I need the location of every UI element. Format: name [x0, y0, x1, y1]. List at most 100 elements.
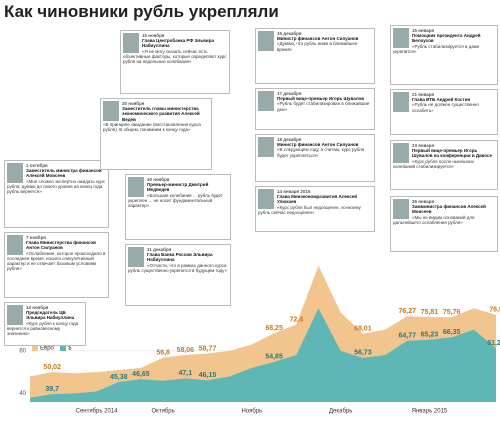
card-speaker: Замминистра финансов Алексей Моисеев — [412, 204, 486, 215]
card-quote: «Курс рубля к концу года вернется к равн… — [7, 320, 79, 337]
quote-card: 15 декабря Министр финансов Антон Силуано… — [255, 28, 375, 84]
quote-card: 13 ноября Председатель ЦБ Эльвира Набиулл… — [4, 302, 86, 346]
y-tick-label: 60 — [19, 348, 26, 354]
card-speaker: Министр финансов Антон Силуанов — [277, 36, 359, 42]
card-quote: «Мы не видим оснований для дальнейшего о… — [393, 214, 475, 225]
photo — [258, 31, 274, 51]
quote-card: 1 октября Заместитель министра финансов А… — [4, 160, 109, 228]
card-speaker: Заместитель главы министерства экономиче… — [122, 106, 200, 122]
card-date: 1 октября — [26, 163, 48, 168]
photo — [123, 33, 139, 53]
quote-card: 7 ноября Глава Министерства финансов Анто… — [4, 232, 109, 298]
x-tick-label: Октябрь — [152, 409, 175, 415]
card-quote: «Ослабление, которое происходило в после… — [7, 250, 106, 272]
card-quote: «Я не могу сказать сейчас есть объективн… — [123, 48, 227, 65]
card-date: 23 января — [412, 143, 435, 148]
photo — [258, 91, 274, 111]
card-quote: «Курс рубля после нынешних колебаний ста… — [393, 158, 474, 169]
photo — [7, 235, 23, 255]
quote-card: 11 декабря Глава Банка России Эльвира Наб… — [125, 244, 231, 306]
card-speaker: Глава Банка России Эльвира Набиуллина — [147, 252, 213, 263]
card-quote: «В следующем году, я считаю, курс рубля … — [277, 147, 365, 158]
quote-card: 15 ноября Глава Центробанка РФ Эльвира На… — [120, 30, 230, 94]
photo — [393, 143, 409, 163]
value-label: 66,35 — [443, 329, 461, 336]
value-label: 76,9 — [489, 307, 500, 314]
quote-card: 17 декабря Первый вице-премьер Игорь Шува… — [255, 88, 375, 130]
card-speaker: Министр финансов Антон Силуанов — [277, 142, 359, 148]
card-speaker: Помощник президента Андрей Белоусов — [412, 33, 481, 44]
y-tick-label: 40 — [19, 391, 26, 397]
card-speaker: Первый вице-премьер Игорь Шувалов на кон… — [412, 148, 492, 159]
card-speaker: Глава Центробанка РФ Эльвира Набиуллина — [142, 38, 214, 49]
card-date: 17 декабря — [277, 91, 302, 96]
photo — [393, 28, 409, 48]
photo — [7, 305, 23, 325]
quote-card: 26 января Замминистра финансов Алексей Мо… — [390, 196, 498, 252]
value-label: 39,7 — [45, 386, 59, 393]
card-date: 15 ноября — [142, 33, 165, 38]
quote-card: 21 января Глава ВТБ Андрей Костин «Рубль н… — [390, 89, 498, 135]
quote-card: 18 декабря Министр финансов Антон Силуано… — [255, 134, 375, 182]
photo — [258, 137, 274, 157]
card-date: 11 декабря — [147, 247, 172, 252]
value-label: 68,25 — [265, 325, 283, 332]
card-date: 30 ноября — [147, 177, 170, 182]
card-speaker: Премьер-министр Дмитрий Медведев — [147, 182, 209, 193]
value-label: 75,81 — [421, 309, 439, 316]
quote-card: 15 января Помощник президента Андрей Бело… — [390, 25, 498, 85]
card-date: 26 января — [412, 199, 435, 204]
card-speaker: Глава ВТБ Андрей Костин — [412, 97, 471, 103]
card-quote: «Отчасти, что в рамках данного курса руб… — [128, 262, 227, 273]
photo — [103, 101, 119, 121]
quote-card: 23 января Первый вице-премьер Игорь Шувал… — [390, 140, 498, 190]
photo — [393, 199, 409, 219]
value-label: 58,77 — [199, 345, 217, 352]
card-date: 21 января — [412, 92, 435, 97]
card-date: 7 ноября — [26, 235, 46, 240]
photo — [7, 163, 23, 183]
card-speaker: Глава Минэкономразвития Алексей Улюкаев — [277, 194, 357, 205]
photo — [258, 189, 274, 209]
card-quote: «Большие колебания ... рубль будет укреп… — [128, 192, 223, 209]
card-date: 14 января 2015 — [277, 189, 311, 194]
legend-swatch — [60, 345, 66, 351]
card-date: 15 декабря — [277, 31, 302, 36]
quote-card: 14 января 2015 Глава Минэкономразвития Ал… — [255, 186, 375, 232]
legend-label: Евро — [40, 346, 55, 352]
card-date: 20 ноября — [122, 101, 145, 106]
x-tick-label: Январь 2015 — [412, 409, 448, 415]
photo — [393, 92, 409, 112]
legend-label: $ — [68, 346, 72, 352]
value-label: 72,4 — [289, 316, 303, 323]
x-tick-label: Декабрь — [329, 409, 352, 415]
card-speaker: Заместитель министра финансов Алексей Мо… — [26, 168, 102, 179]
x-tick-label: Ноябрь — [241, 409, 262, 415]
value-label: 56,73 — [354, 350, 372, 357]
value-label: 61,22 — [487, 340, 500, 347]
area — [30, 308, 496, 402]
value-label: 54,85 — [265, 354, 283, 361]
card-quote: «Курс рубля был недооценен, по-моему руб… — [258, 204, 361, 215]
value-label: 56,8 — [156, 350, 170, 357]
card-speaker: Глава Министерства финансов Антон Силуан… — [26, 240, 96, 251]
value-label: 75,76 — [443, 309, 461, 316]
quote-card: 20 ноября Заместитель главы министерства … — [100, 98, 212, 170]
card-speaker: Председатель ЦБ Эльвира Набиуллина — [26, 310, 75, 321]
card-date: 15 января — [412, 28, 435, 33]
value-label: 68,01 — [354, 326, 372, 333]
card-speaker: Первый вице-премьер Игорь Шувалов — [277, 96, 365, 102]
x-tick-label: Сентябрь 2014 — [76, 409, 119, 415]
value-label: 47,1 — [179, 370, 193, 377]
value-label: 45,38 — [110, 374, 128, 381]
value-label: 76,27 — [398, 308, 416, 315]
card-quote: «Рубль не должен существенно ослабеть» — [412, 102, 479, 113]
photo — [128, 177, 144, 197]
value-label: 58,06 — [177, 347, 195, 354]
card-date: 13 ноября — [26, 305, 49, 310]
quote-card: 30 ноября Премьер-министр Дмитрий Медведе… — [125, 174, 231, 240]
card-quote: «В принципе ожидание (восстановления кур… — [103, 121, 201, 133]
card-quote: «Рубль стабилизируется и даже укрепится» — [393, 43, 480, 54]
